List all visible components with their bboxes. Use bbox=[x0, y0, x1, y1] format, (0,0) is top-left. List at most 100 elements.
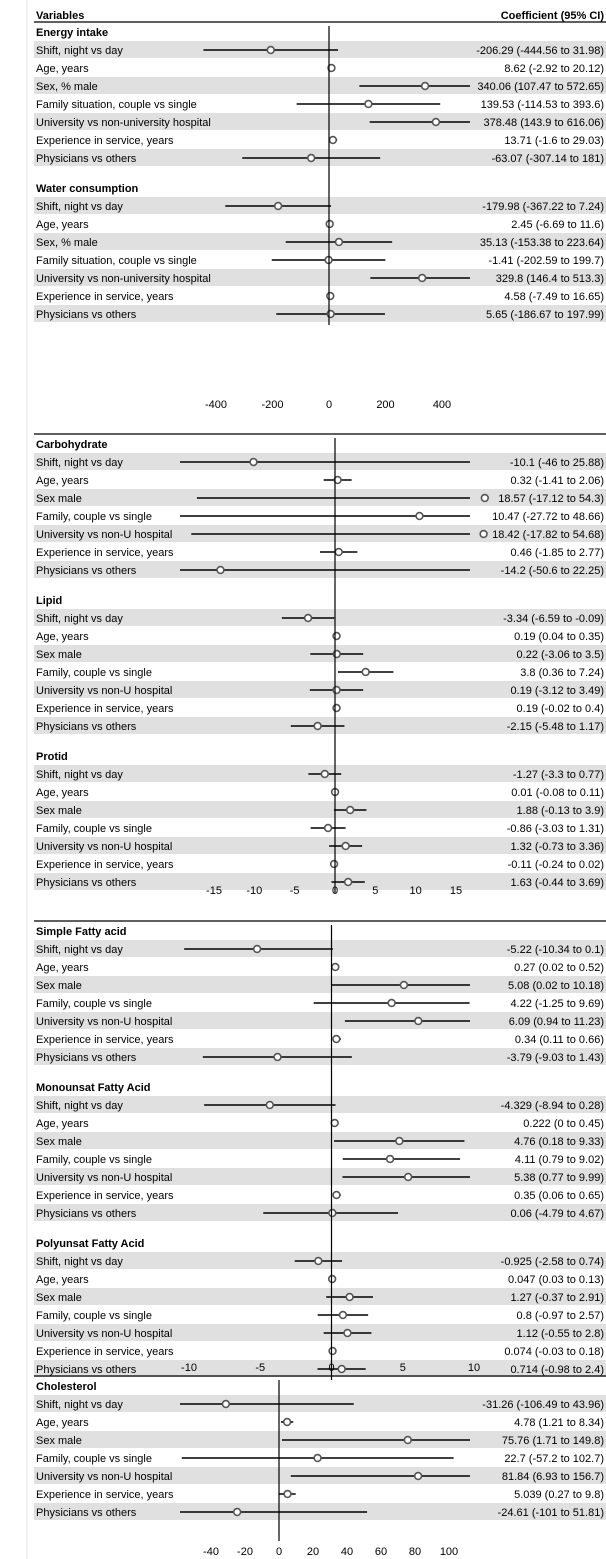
row-coefficient: -1.41 (-202.59 to 199.7) bbox=[488, 255, 604, 267]
row-coefficient: 18.57 (-17.12 to 54.3) bbox=[498, 493, 604, 505]
row-stripe bbox=[34, 77, 606, 94]
row-coefficient: 0.047 (0.03 to 0.13) bbox=[508, 1274, 604, 1286]
point-estimate-marker bbox=[403, 1435, 412, 1445]
row-label: Family situation, couple vs single bbox=[36, 99, 197, 111]
row-coefficient: -206.29 (-444.56 to 31.98) bbox=[476, 45, 604, 57]
tick-label: 5 bbox=[400, 1362, 406, 1374]
row-coefficient: 378.48 (143.9 to 616.06) bbox=[484, 117, 604, 129]
point-estimate-marker bbox=[343, 1328, 352, 1338]
tick-label: 0 bbox=[276, 1546, 282, 1558]
row-coefficient: 1.27 (-0.37 to 2.91) bbox=[510, 1292, 604, 1304]
row-label: Physicians vs others bbox=[36, 309, 137, 321]
tick-label: -15 bbox=[206, 885, 222, 897]
header-variables: Variables bbox=[36, 10, 84, 22]
row-coefficient: 4.78 (1.21 to 8.34) bbox=[514, 1417, 604, 1429]
row-coefficient: 4.58 (-7.49 to 16.65) bbox=[504, 291, 604, 303]
row-coefficient: -31.26 (-106.49 to 43.96) bbox=[482, 1399, 604, 1411]
row-coefficient: 4.76 (0.18 to 9.33) bbox=[514, 1136, 604, 1148]
tick-label: -400 bbox=[205, 399, 227, 411]
point-estimate-marker bbox=[328, 1346, 337, 1356]
row-label: Shift, night vs day bbox=[36, 1256, 123, 1268]
row-label: Experience in service, years bbox=[36, 547, 174, 559]
row-label: Physicians vs others bbox=[36, 877, 137, 889]
row-stripe bbox=[34, 1012, 606, 1029]
tick-label: 20 bbox=[307, 1546, 319, 1558]
point-estimate-marker bbox=[361, 667, 370, 677]
row-coefficient: 1.12 (-0.55 to 2.8) bbox=[517, 1328, 604, 1340]
tick-label: 10 bbox=[468, 1362, 480, 1374]
row-coefficient: 5.039 (0.27 to 9.8) bbox=[514, 1489, 604, 1501]
row-label: Age, years bbox=[36, 1274, 89, 1286]
row-coefficient: 0.06 (-4.79 to 4.67) bbox=[510, 1208, 604, 1220]
tick-label: -5 bbox=[255, 1362, 265, 1374]
row-coefficient: -3.34 (-6.59 to -0.09) bbox=[503, 613, 604, 625]
point-estimate-marker bbox=[216, 565, 225, 575]
row-label: Shift, night vs day bbox=[36, 613, 123, 625]
row-label: Age, years bbox=[36, 787, 89, 799]
point-estimate-marker bbox=[417, 273, 427, 283]
tick-label: 100 bbox=[440, 1546, 458, 1558]
point-estimate-marker bbox=[479, 529, 488, 539]
tick-label: 0 bbox=[332, 885, 338, 897]
row-coefficient: -0.86 (-3.03 to 1.31) bbox=[507, 823, 604, 835]
point-estimate-marker bbox=[345, 805, 355, 815]
tick-label: 40 bbox=[341, 1546, 353, 1558]
point-estimate-marker bbox=[313, 721, 322, 731]
row-coefficient: -63.07 (-307.14 to 181) bbox=[491, 153, 604, 165]
point-estimate-marker bbox=[282, 1417, 292, 1427]
tick-label: 5 bbox=[372, 885, 378, 897]
row-coefficient: -0.11 (-0.24 to 0.02) bbox=[508, 859, 604, 871]
section-title: Water consumption bbox=[36, 183, 139, 195]
point-estimate-marker bbox=[323, 823, 333, 833]
point-estimate-marker bbox=[232, 1507, 242, 1517]
point-estimate-marker bbox=[303, 613, 313, 623]
section-title: Monounsat Fatty Acid bbox=[36, 1082, 150, 1094]
tick-label: 0 bbox=[326, 399, 332, 411]
row-label: University vs non-U hospital bbox=[36, 529, 172, 541]
row-label: Sex male bbox=[36, 649, 82, 661]
row-label: Age, years bbox=[36, 962, 89, 974]
row-coefficient: -10.1 (-46 to 25.88) bbox=[510, 457, 604, 469]
row-coefficient: 0.8 (-0.97 to 2.57) bbox=[517, 1310, 604, 1322]
point-estimate-marker bbox=[385, 1154, 395, 1164]
row-label: Shift, night vs day bbox=[36, 1399, 123, 1411]
point-estimate-marker bbox=[420, 81, 430, 91]
point-estimate-marker bbox=[403, 1172, 413, 1182]
point-estimate-marker bbox=[306, 153, 316, 163]
row-stripe bbox=[34, 976, 606, 993]
row-label: Physicians vs others bbox=[36, 153, 137, 165]
row-label: Experience in service, years bbox=[36, 135, 174, 147]
tick-label: -5 bbox=[290, 885, 300, 897]
row-label: Family, couple vs single bbox=[36, 511, 152, 523]
row-coefficient: 5.38 (0.77 to 9.99) bbox=[514, 1172, 604, 1184]
row-label: University vs non-U hospital bbox=[36, 1471, 172, 1483]
point-estimate-marker bbox=[328, 135, 338, 145]
row-coefficient: 1.88 (-0.13 to 3.9) bbox=[517, 805, 604, 817]
row-coefficient: -4.329 (-8.94 to 0.28) bbox=[501, 1100, 604, 1112]
row-coefficient: 0.27 (0.02 to 0.52) bbox=[514, 962, 604, 974]
row-coefficient: 22.7 (-57.2 to 102.7) bbox=[504, 1453, 604, 1465]
point-estimate-marker bbox=[327, 1274, 337, 1284]
point-estimate-marker bbox=[395, 1136, 404, 1146]
tick-label: -40 bbox=[203, 1546, 219, 1558]
row-label: Physicians vs others bbox=[36, 1364, 137, 1376]
row-coefficient: -2.15 (-5.48 to 1.17) bbox=[507, 721, 604, 733]
point-estimate-marker bbox=[332, 649, 341, 659]
row-label: Sex male bbox=[36, 980, 82, 992]
point-estimate-marker bbox=[364, 99, 373, 109]
row-stripe bbox=[34, 1288, 606, 1305]
section-title: Protid bbox=[36, 751, 68, 763]
point-estimate-marker bbox=[327, 63, 336, 73]
row-label: Experience in service, years bbox=[36, 291, 174, 303]
point-estimate-marker bbox=[415, 511, 424, 521]
row-label: Experience in service, years bbox=[36, 1034, 174, 1046]
section-title: Cholesterol bbox=[36, 1381, 97, 1393]
row-label: University vs non-U hospital bbox=[36, 1172, 172, 1184]
row-label: Age, years bbox=[36, 63, 89, 75]
row-coefficient: 0.714 (-0.98 to 2.4) bbox=[510, 1364, 604, 1376]
point-estimate-marker bbox=[331, 962, 340, 972]
row-label: Sex male bbox=[36, 805, 82, 817]
row-stripe bbox=[34, 269, 606, 286]
row-label: Shift, night vs day bbox=[36, 457, 123, 469]
row-stripe bbox=[34, 801, 606, 818]
